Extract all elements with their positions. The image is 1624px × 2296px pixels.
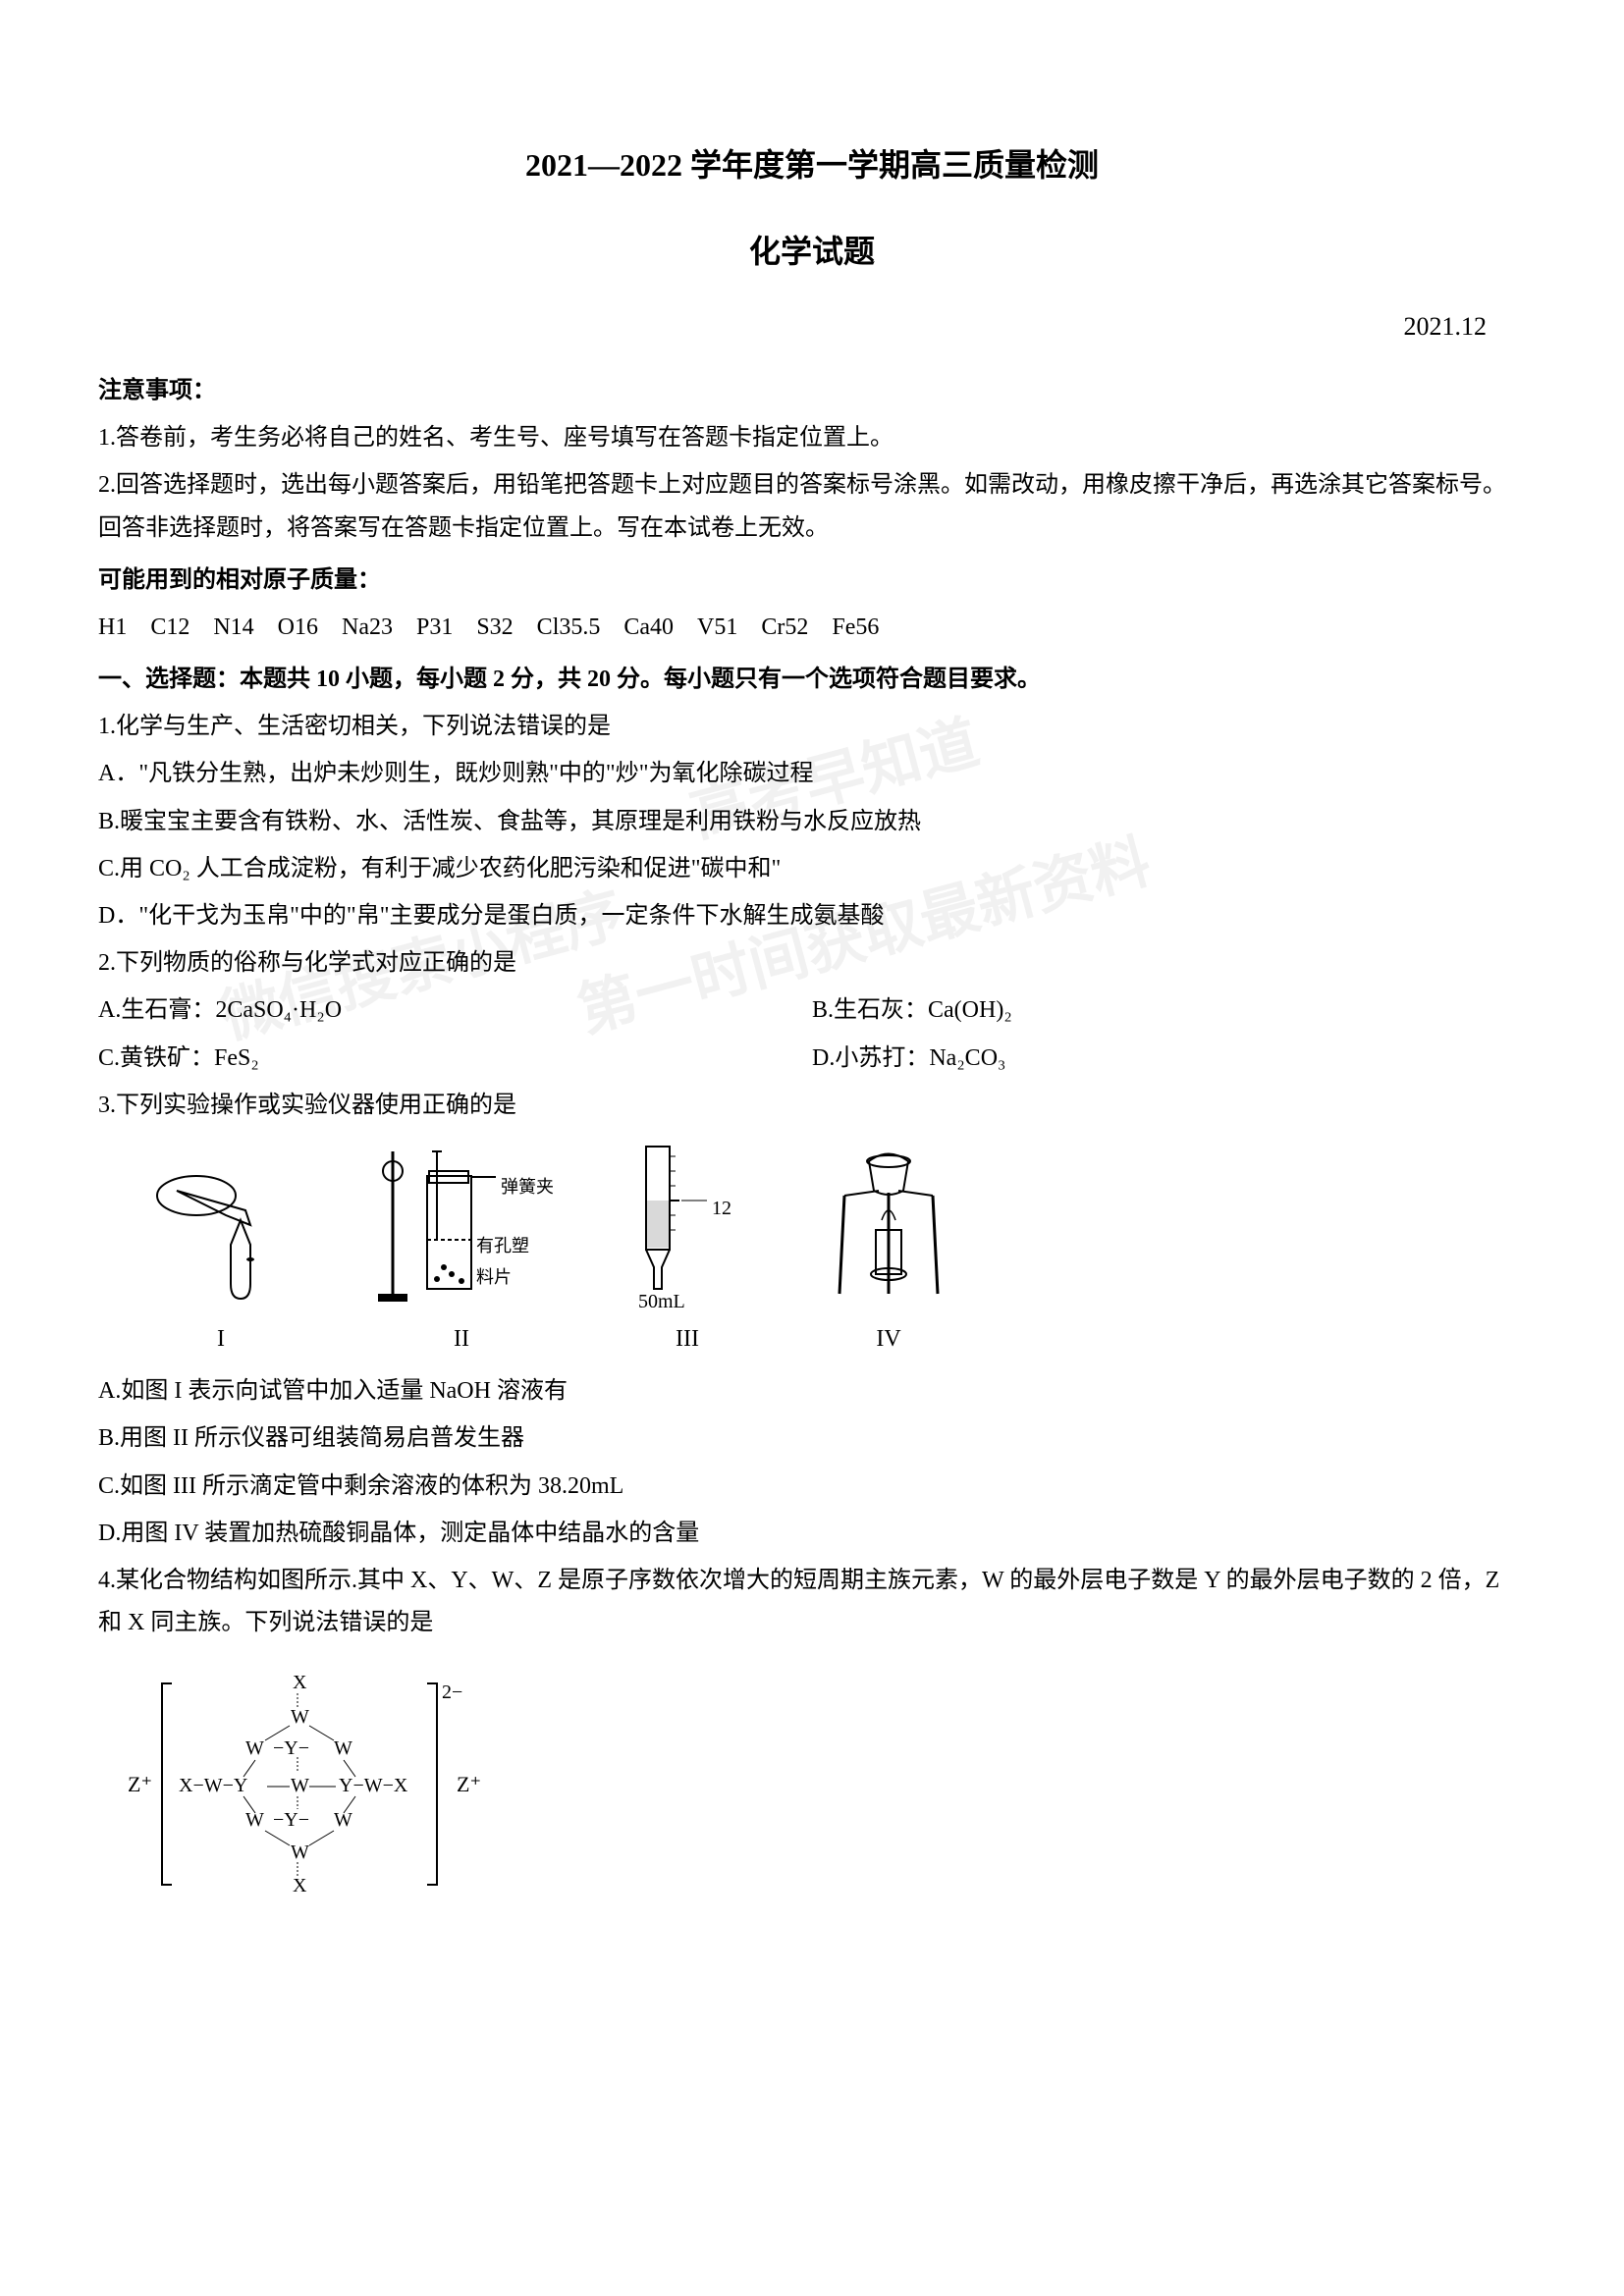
question-option: A．"凡铁分生熟，出炉未炒则生，既炒则熟"中的"炒"为氧化除碳过程	[98, 753, 1526, 795]
annotation-spring-clip: 弹簧夹	[501, 1171, 554, 1202]
svg-text:W: W	[291, 1842, 309, 1863]
experiment-image-2: 弹簧夹 有孔塑料片 II	[363, 1142, 560, 1361]
image-label: IV	[876, 1318, 900, 1361]
svg-text:−Y−: −Y−	[273, 1737, 309, 1759]
svg-text:W: W	[245, 1737, 264, 1759]
question-stem: 1.化学与生产、生活密切相关，下列说法错误的是	[98, 706, 1526, 748]
svg-text:W: W	[245, 1809, 264, 1831]
annotation-mark: 12	[712, 1191, 731, 1226]
question-option: A.如图 I 表示向试管中加入适量 NaOH 溶液有	[98, 1370, 1526, 1413]
experiment-image-4: IV	[815, 1142, 962, 1361]
question-option: D．"化干戈为玉帛"中的"帛"主要成分是蛋白质，一定条件下水解生成氨基酸	[98, 895, 1526, 937]
burette-icon	[619, 1142, 756, 1304]
exam-title: 2021—2022 学年度第一学期高三质量检测	[98, 137, 1526, 194]
image-label: I	[217, 1318, 225, 1361]
question-option: C.如图 III 所示滴定管中剩余溶液的体积为 38.20mL	[98, 1466, 1526, 1508]
question-stem: 3.下列实验操作或实验仪器使用正确的是	[98, 1085, 1526, 1127]
question-option: B.用图 II 所示仪器可组装简易启普发生器	[98, 1417, 1526, 1460]
experiment-image-3: 12 50mL III	[619, 1142, 756, 1361]
exam-date: 2021.12	[98, 304, 1526, 350]
section-header: 一、选择题：本题共 10 小题，每小题 2 分，共 20 分。每小题只有一个选项…	[98, 659, 1526, 701]
svg-text:W: W	[291, 1775, 309, 1796]
svg-text:X−W−Y: X−W−Y	[179, 1775, 247, 1796]
exam-subtitle: 化学试题	[98, 224, 1526, 281]
svg-text:2−: 2−	[442, 1682, 462, 1703]
svg-text:X: X	[293, 1672, 307, 1693]
question-stem: 4.某化合物结构如图所示.其中 X、Y、W、Z 是原子序数依次增大的短周期主族元…	[98, 1560, 1526, 1644]
svg-text:W: W	[291, 1706, 309, 1728]
question-option: A.生石膏：2CaSO₄·H₂O	[98, 989, 812, 1032]
question-option: C.黄铁矿：FeS₂	[98, 1038, 812, 1080]
question-option: D.用图 IV 装置加热硫酸铜晶体，测定晶体中结晶水的含量	[98, 1513, 1526, 1555]
atomic-mass-list: H1 C12 N14 O16 Na23 P31 S32 Cl35.5 Ca40 …	[98, 607, 1526, 649]
question-option: D.小苏打：Na₂CO₃	[812, 1038, 1526, 1080]
notice-header: 注意事项：	[98, 370, 1526, 412]
question-option: B.暖宝宝主要含有铁粉、水、活性炭、食盐等，其原理是利用铁粉与水反应放热	[98, 801, 1526, 843]
svg-text:W: W	[334, 1737, 352, 1759]
notice-item: 2.回答选择题时，选出每小题答案后，用铅笔把答题卡上对应题目的答案标号涂黑。如需…	[98, 464, 1526, 549]
atomic-mass-header: 可能用到的相对原子质量：	[98, 560, 1526, 602]
question-option: B.生石灰：Ca(OH)₂	[812, 989, 1526, 1032]
annotation-perforated-plate: 有孔塑料片	[476, 1230, 535, 1294]
notice-item: 1.答卷前，考生务必将自己的姓名、考生号、座号填写在答题卡指定位置上。	[98, 417, 1526, 459]
svg-text:W: W	[334, 1809, 352, 1831]
dropper-tube-icon	[137, 1156, 304, 1304]
experiment-images-row: I 弹簧夹 有孔塑料片 II	[98, 1142, 1526, 1361]
svg-text:Z⁺: Z⁺	[128, 1772, 152, 1796]
annotation-volume: 50mL	[638, 1284, 685, 1319]
question-option: C.用 CO₂ 人工合成淀粉，有利于减少农药化肥污染和促进"碳中和"	[98, 848, 1526, 890]
compound-structure-diagram: Z⁺ 2− Z⁺ X W W W −Y− X−W−Y W Y−W−X W −Y−…	[98, 1664, 1526, 1914]
image-label: II	[454, 1318, 469, 1361]
question-stem: 2.下列物质的俗称与化学式对应正确的是	[98, 942, 1526, 985]
image-label: III	[676, 1318, 699, 1361]
svg-text:X: X	[293, 1875, 307, 1896]
svg-text:−Y−: −Y−	[273, 1809, 309, 1831]
svg-text:Z⁺: Z⁺	[457, 1772, 481, 1796]
svg-text:Y−W−X: Y−W−X	[339, 1775, 408, 1796]
structure-svg: Z⁺ 2− Z⁺ X W W W −Y− X−W−Y W Y−W−X W −Y−…	[118, 1664, 511, 1899]
heating-crucible-icon	[815, 1142, 962, 1304]
experiment-image-1: I	[137, 1156, 304, 1361]
